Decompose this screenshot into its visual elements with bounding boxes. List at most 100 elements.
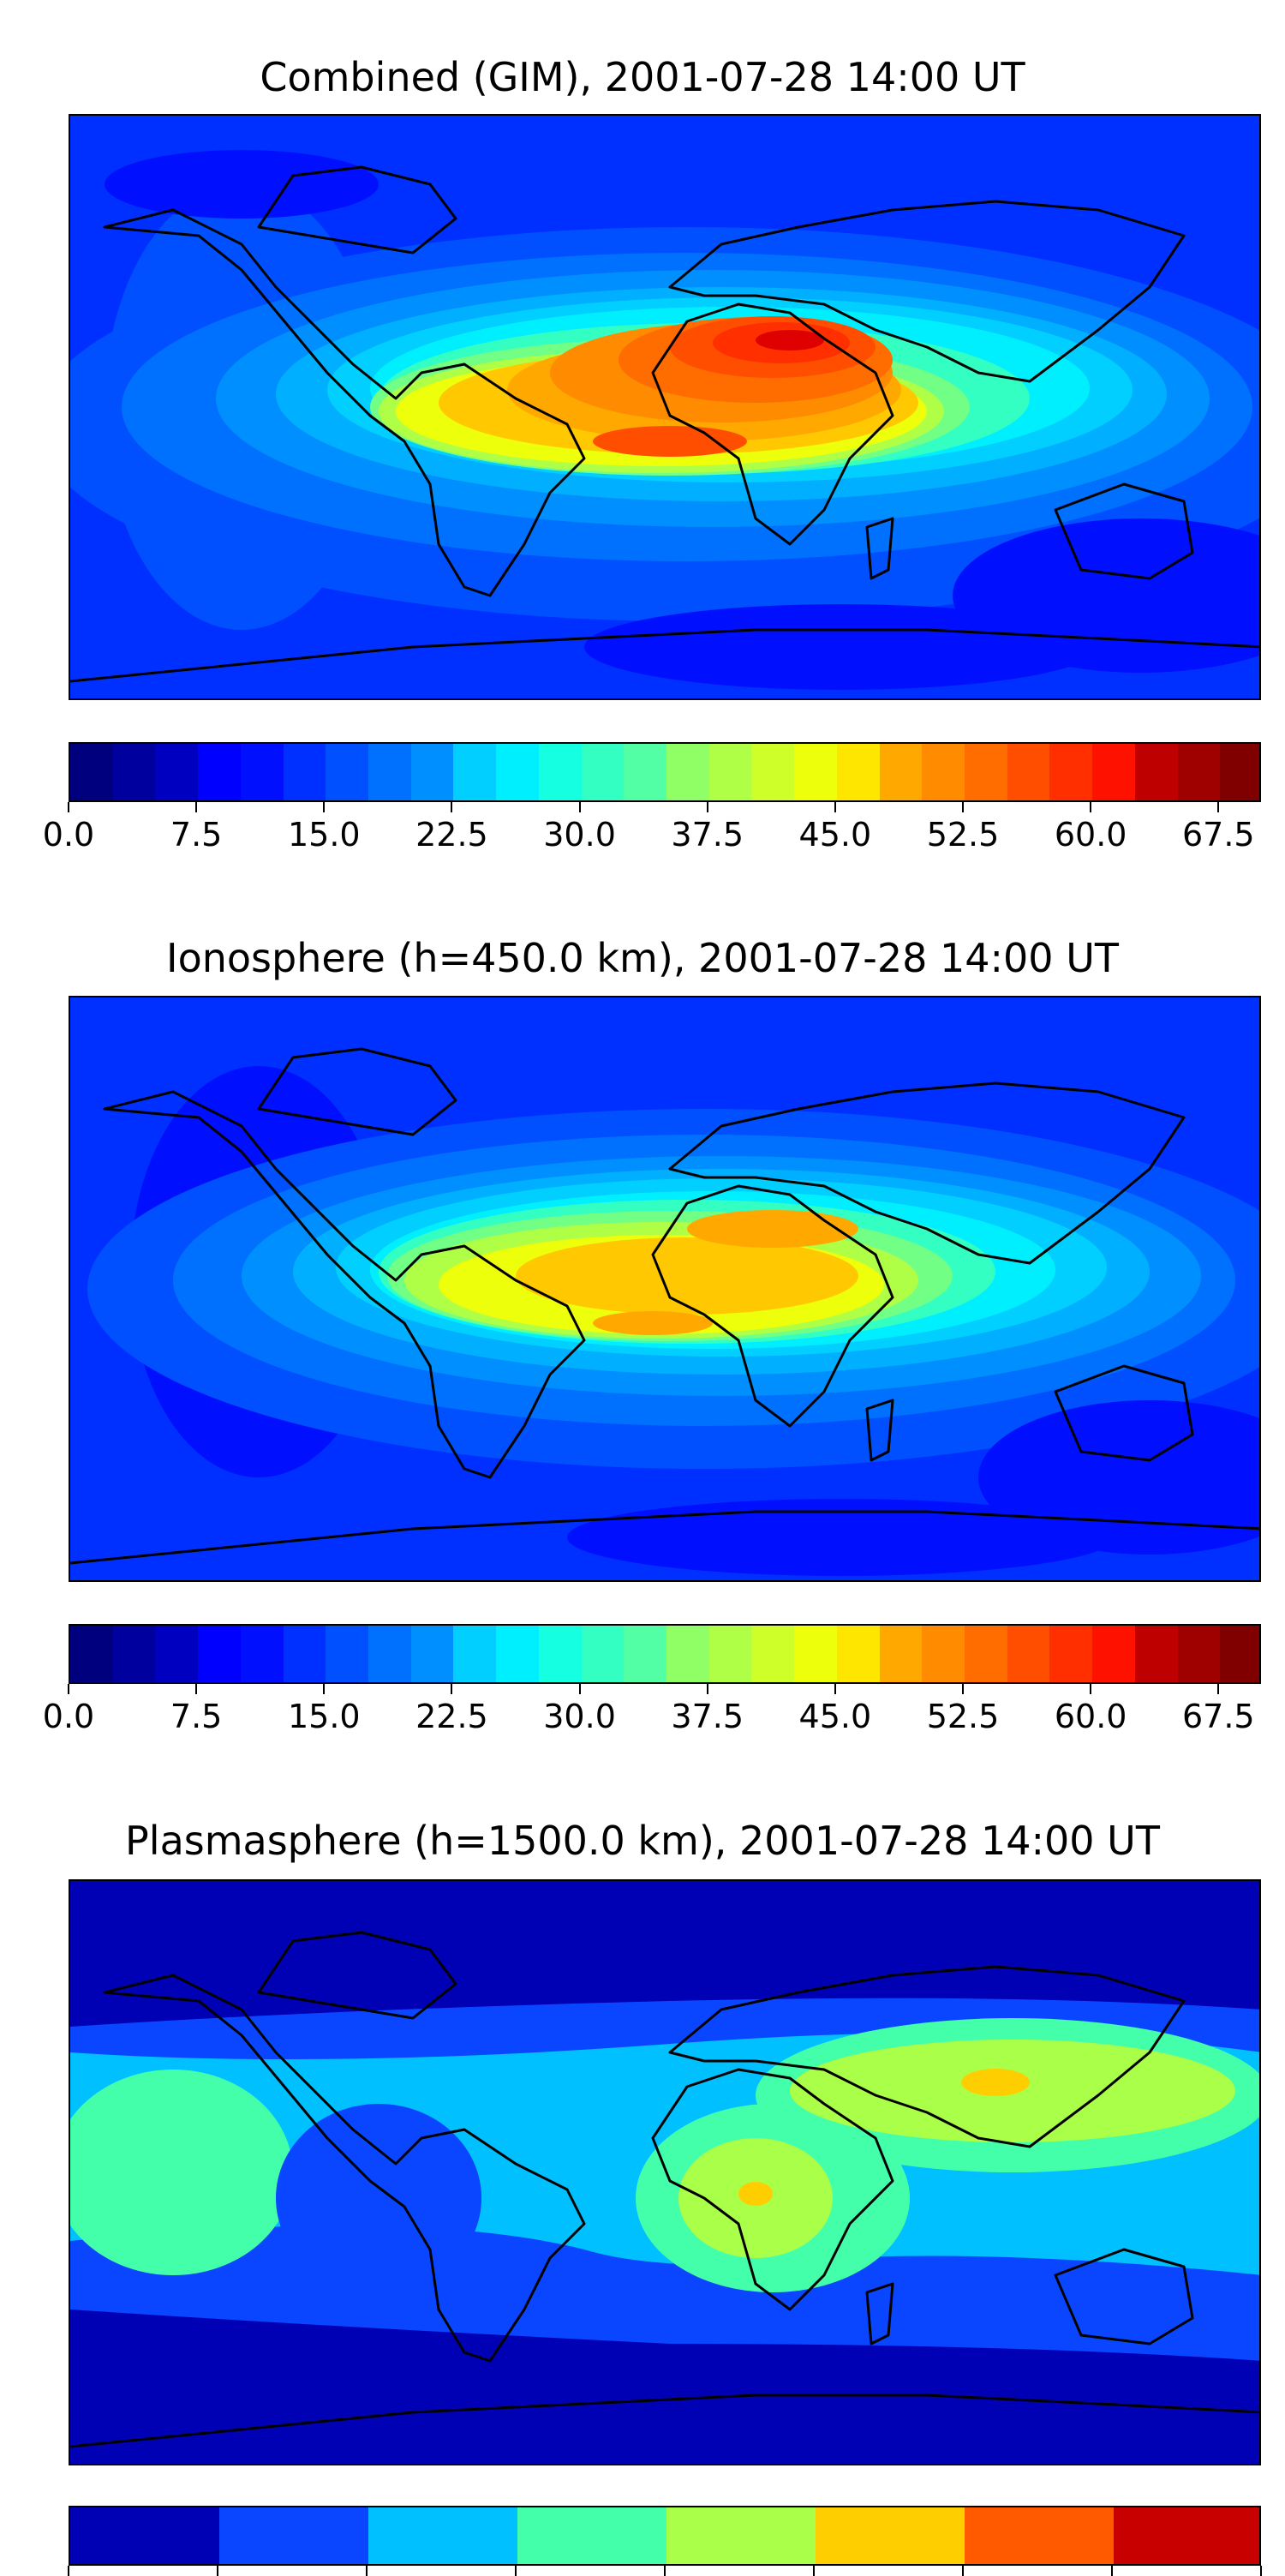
colorbar-level-25 xyxy=(1135,744,1178,800)
colorbar-level-16 xyxy=(751,744,794,800)
panel-2-title: Ionosphere (h=450.0 km), 2001-07-28 14:0… xyxy=(166,935,1119,981)
colorbar-level-18 xyxy=(837,1626,880,1682)
colorbar-level-11 xyxy=(539,1626,582,1682)
colorbar-level-3 xyxy=(198,744,241,800)
colorbar-level-14 xyxy=(666,1626,709,1682)
colorbar-tick-label: 15.0 xyxy=(287,1698,361,1735)
colorbar-level-2 xyxy=(368,2507,517,2564)
colorbar-tick xyxy=(195,1684,198,1694)
colorbar-tick-label: 60.0 xyxy=(1054,1698,1127,1735)
colorbar-tick xyxy=(1217,1684,1220,1694)
colorbar-level-17 xyxy=(794,1626,837,1682)
colorbar-tick-label: 45.0 xyxy=(798,816,872,854)
colorbar-tick xyxy=(834,1684,836,1694)
colorbar-tick-label: 22.5 xyxy=(415,816,488,854)
colorbar-tick xyxy=(366,2566,368,2576)
colorbar-tick-label: 67.5 xyxy=(1181,816,1255,854)
colorbar-level-24 xyxy=(1092,1626,1135,1682)
colorbar-level-19 xyxy=(880,1626,922,1682)
colorbar-level-23 xyxy=(1049,744,1092,800)
colorbar-level-13 xyxy=(624,744,666,800)
panel-3-coastlines xyxy=(70,1931,1259,2448)
colorbar-level-18 xyxy=(837,744,880,800)
colorbar-level-0 xyxy=(70,744,113,800)
panel-1-coastlines xyxy=(70,165,1259,683)
colorbar-tick xyxy=(962,1684,964,1694)
colorbar-level-8 xyxy=(411,744,453,800)
colorbar-tick xyxy=(1260,2566,1262,2576)
colorbar-tick xyxy=(578,1684,581,1694)
colorbar-level-0 xyxy=(70,2507,219,2564)
colorbar-level-27 xyxy=(1220,1626,1259,1682)
colorbar-level-10 xyxy=(496,744,539,800)
panel-3-colorbar xyxy=(69,2506,1261,2566)
colorbar-tick-label: 52.5 xyxy=(926,816,1000,854)
colorbar-tick xyxy=(1090,802,1092,812)
colorbar-level-7 xyxy=(368,744,411,800)
colorbar-level-11 xyxy=(539,744,582,800)
colorbar-level-15 xyxy=(709,744,751,800)
colorbar-tick xyxy=(1111,2566,1113,2576)
colorbar-tick-label: 30.0 xyxy=(543,816,616,854)
colorbar-level-6 xyxy=(326,744,368,800)
colorbar-tick-label: 45.0 xyxy=(798,1698,872,1735)
colorbar-level-5 xyxy=(284,744,326,800)
colorbar-tick-label: 0.0 xyxy=(42,1698,95,1735)
colorbar-tick xyxy=(962,2566,964,2576)
colorbar-level-1 xyxy=(219,2507,368,2564)
colorbar-level-6 xyxy=(965,2507,1114,2564)
colorbar-level-14 xyxy=(666,744,709,800)
colorbar-tick xyxy=(834,802,836,812)
panel-1-contours xyxy=(70,150,1259,690)
colorbar-tick xyxy=(68,802,69,812)
colorbar-level-12 xyxy=(582,744,624,800)
colorbar-tick-label: 30.0 xyxy=(543,1698,616,1735)
panel-3-contours xyxy=(70,1998,1259,2361)
colorbar-tick xyxy=(68,1684,69,1694)
colorbar-tick-label: 7.5 xyxy=(170,816,223,854)
colorbar-tick-label: 60.0 xyxy=(1054,816,1127,854)
colorbar-level-20 xyxy=(922,744,965,800)
colorbar-level-10 xyxy=(496,1626,539,1682)
colorbar-tick xyxy=(323,1684,326,1694)
colorbar-level-12 xyxy=(582,1626,624,1682)
panel-3-colorbar-ticks: 0.02.55.07.510.012.515.017.520.0 xyxy=(68,2566,1262,2576)
colorbar-tick xyxy=(578,802,581,812)
colorbar-tick-label: 37.5 xyxy=(671,816,744,854)
colorbar-level-19 xyxy=(880,744,922,800)
colorbar-level-3 xyxy=(517,2507,666,2564)
panel-2-colorbar xyxy=(69,1624,1261,1684)
colorbar-level-8 xyxy=(411,1626,453,1682)
colorbar-level-24 xyxy=(1092,744,1135,800)
colorbar-level-21 xyxy=(965,744,1007,800)
colorbar-tick xyxy=(195,802,198,812)
colorbar-tick xyxy=(68,2566,69,2576)
colorbar-level-1 xyxy=(113,744,155,800)
colorbar-level-2 xyxy=(155,1626,198,1682)
colorbar-level-0 xyxy=(70,1626,113,1682)
colorbar-tick xyxy=(1217,802,1220,812)
colorbar-tick xyxy=(706,1684,708,1694)
colorbar-tick xyxy=(962,802,964,812)
colorbar-tick xyxy=(451,1684,453,1694)
panel-3-map xyxy=(69,1879,1261,2465)
panel-1-map xyxy=(69,114,1261,700)
colorbar-level-3 xyxy=(198,1626,241,1682)
colorbar-level-16 xyxy=(751,1626,794,1682)
panel-2-contours xyxy=(87,1066,1259,1576)
colorbar-level-5 xyxy=(816,2507,965,2564)
colorbar-tick-label: 37.5 xyxy=(671,1698,744,1735)
colorbar-tick xyxy=(217,2566,218,2576)
panel-1-colorbar-ticks: 0.0 7.5 15.0 22.5 30.0 37.5 45.0 52.5 60.0 67.5 xyxy=(43,802,1261,854)
colorbar-level-26 xyxy=(1178,744,1220,800)
colorbar-level-22 xyxy=(1007,1626,1049,1682)
colorbar-level-17 xyxy=(794,744,837,800)
colorbar-level-20 xyxy=(922,1626,965,1682)
panel-2-colorbar-ticks: 0.0 7.5 15.0 22.5 30.0 37.5 45.0 52.5 60.0 67.5 xyxy=(43,1684,1261,1735)
colorbar-level-4 xyxy=(241,1626,284,1682)
colorbar-tick xyxy=(813,2566,815,2576)
colorbar-tick-label: 15.0 xyxy=(287,816,361,854)
colorbar-level-22 xyxy=(1007,744,1049,800)
colorbar-level-7 xyxy=(368,1626,411,1682)
colorbar-level-23 xyxy=(1049,1626,1092,1682)
